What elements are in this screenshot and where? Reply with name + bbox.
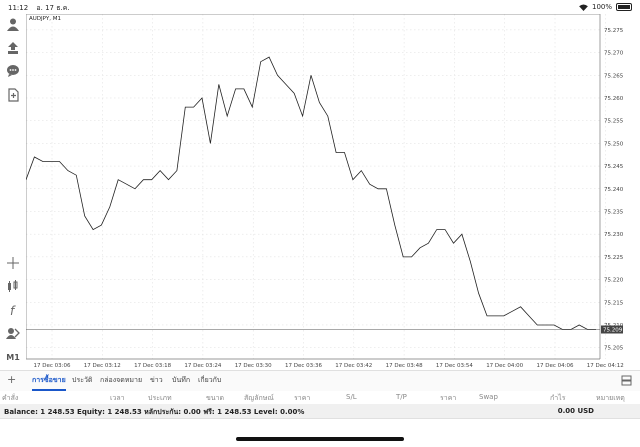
col-price-current: ราคา: [440, 394, 457, 402]
tab-history[interactable]: ประวัติ: [72, 376, 93, 384]
document-icon[interactable]: [4, 87, 22, 103]
chart-symbol: AUDJPY, M1: [29, 16, 61, 22]
home-indicator: [236, 437, 404, 441]
orders-table-header: คำสั่ง เวลา ประเภท ขนาด สัญลักษณ์ ราคา S…: [0, 390, 640, 405]
chart-toolbar: f M1: [0, 14, 26, 370]
y-tick-label: 75.215: [604, 300, 624, 306]
y-axis: 75.275 75.270 75.265 75.260 75.255 75.250 75.2…: [604, 28, 624, 352]
y-tick-label: 75.260: [604, 96, 624, 102]
wifi-icon: [579, 3, 588, 11]
objects-icon[interactable]: [4, 325, 22, 341]
function-icon[interactable]: f: [4, 302, 22, 318]
y-tick-label: 75.275: [604, 28, 624, 34]
current-price-tag: [601, 325, 623, 334]
x-tick-label: 17 Dec 03:36: [285, 363, 322, 369]
x-tick-label: 17 Dec 04:00: [486, 363, 523, 369]
balance-summary: Balance: 1 248.53 Equity: 1 248.53 หลักป…: [4, 408, 305, 416]
y-tick-label: 75.250: [604, 141, 624, 147]
y-tick-label: 75.265: [604, 73, 624, 79]
col-price: ราคา: [294, 394, 311, 402]
col-tp: T/P: [396, 393, 407, 401]
col-comment: หมายเหตุ: [596, 394, 625, 402]
current-price-label: 75.209: [603, 327, 623, 333]
chart-grid: [26, 14, 606, 359]
indicator-icon[interactable]: [4, 278, 22, 294]
x-tick-label: 17 Dec 03:24: [184, 363, 221, 369]
col-time: เวลา: [110, 394, 125, 402]
y-tick-label: 75.240: [604, 187, 624, 193]
col-volume: ขนาด: [206, 394, 225, 402]
add-icon[interactable]: +: [7, 373, 17, 386]
col-sl: S/L: [346, 393, 357, 401]
timeframe-label[interactable]: M1: [6, 352, 20, 362]
y-tick-label: 75.245: [604, 164, 624, 170]
battery-percent: 100%: [591, 3, 612, 11]
expand-panel-icon[interactable]: [621, 375, 632, 386]
col-order: คำสั่ง: [2, 394, 19, 402]
tab-mailbox[interactable]: กล่องจดหมาย: [100, 376, 143, 384]
x-tick-label: 17 Dec 04:12: [587, 363, 624, 369]
x-tick-label: 17 Dec 03:30: [235, 363, 272, 369]
price-chart[interactable]: AUDJPY, M1 75.275 75.270 75.265 75.260 75.25…: [25, 14, 640, 370]
y-tick-label: 75.230: [604, 232, 624, 238]
chat-icon[interactable]: [4, 63, 22, 79]
price-series-line: [25, 56, 596, 330]
col-type: ประเภท: [148, 394, 172, 402]
y-tick-label: 75.270: [604, 51, 624, 57]
x-tick-label: 17 Dec 03:48: [386, 363, 423, 369]
x-tick-label: 17 Dec 03:12: [84, 363, 121, 369]
y-tick-label: 75.225: [604, 255, 624, 261]
terminal-tabs: + การซื้อขาย ประวัติ กล่องจดหมาย ข่าว บั…: [0, 370, 640, 391]
y-tick-label: 75.205: [604, 346, 624, 352]
status-time: 11:12: [8, 4, 29, 12]
svg-text:f: f: [10, 304, 16, 317]
balance-profit: 0.00 USD: [557, 407, 594, 415]
tab-journal[interactable]: บันทึก: [172, 376, 191, 384]
x-tick-label: 17 Dec 04:06: [537, 363, 574, 369]
x-tick-label: 17 Dec 03:18: [134, 363, 171, 369]
col-swap: Swap: [479, 393, 498, 401]
y-tick-label: 75.235: [604, 209, 624, 215]
col-symbol: สัญลักษณ์: [244, 394, 274, 402]
x-axis: 17 Dec 03:06 17 Dec 03:12 17 Dec 03:18 17 D…: [34, 363, 624, 369]
status-bar: 11:12 อ. 17 ธ.ค. 100%: [0, 0, 640, 14]
tab-about[interactable]: เกี่ยวกับ: [198, 376, 222, 384]
y-tick-label: 75.220: [604, 278, 624, 284]
tab-news[interactable]: ข่าว: [150, 376, 163, 384]
col-profit: กำไร: [550, 394, 566, 402]
x-tick-label: 17 Dec 03:54: [436, 363, 473, 369]
crosshair-icon[interactable]: [4, 255, 22, 271]
battery-icon: [616, 3, 632, 11]
x-tick-label: 17 Dec 03:42: [335, 363, 372, 369]
status-date: อ. 17 ธ.ค.: [36, 4, 70, 12]
x-tick-label: 17 Dec 03:06: [34, 363, 71, 369]
trade-icon[interactable]: [4, 40, 22, 56]
y-tick-label: 75.255: [604, 119, 624, 125]
tab-trade[interactable]: การซื้อขาย: [32, 376, 66, 391]
account-icon[interactable]: [4, 16, 22, 32]
chart-svg[interactable]: AUDJPY, M1 75.275 75.270 75.265 75.260 75.25…: [25, 14, 640, 370]
balance-row: Balance: 1 248.53 Equity: 1 248.53 หลักป…: [0, 404, 640, 419]
